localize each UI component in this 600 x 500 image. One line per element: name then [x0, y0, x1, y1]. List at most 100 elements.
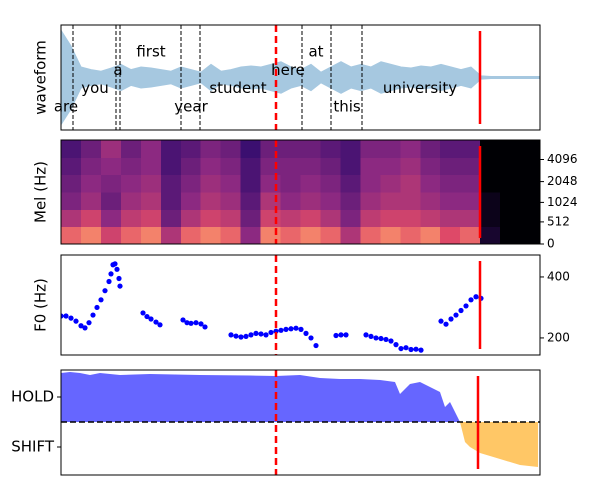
word-label: university — [383, 79, 457, 97]
heat-cell — [240, 140, 262, 158]
heat-cell — [300, 209, 321, 228]
f0-point — [153, 319, 159, 325]
heat-cell — [420, 157, 441, 176]
f0-point — [233, 333, 239, 339]
f0-point — [193, 320, 199, 326]
heat-cell — [200, 157, 222, 176]
f0-point — [363, 332, 369, 338]
heat-cell — [520, 157, 540, 176]
heat-cell — [500, 157, 521, 176]
heat-cell — [300, 140, 321, 158]
heat-cell — [300, 226, 321, 244]
heat-cell — [320, 192, 341, 210]
heat-cell — [420, 174, 441, 193]
heat-cell — [340, 174, 361, 193]
heat-cell — [120, 192, 142, 210]
f0-point — [288, 326, 294, 332]
f0-point — [293, 325, 299, 331]
y-axis-label: Mel (Hz) — [32, 161, 50, 223]
f0-point — [180, 317, 186, 323]
heat-cell — [200, 226, 222, 244]
f0-point — [243, 333, 249, 340]
word-label: here — [271, 61, 305, 79]
heat-cell — [200, 209, 222, 228]
heat-cell — [280, 209, 301, 228]
heat-cell — [360, 209, 381, 228]
f0-point — [148, 316, 154, 322]
word-label: a — [113, 61, 122, 79]
f0-point — [82, 325, 88, 331]
heat-cell — [140, 192, 162, 210]
heat-cell — [180, 140, 202, 158]
f0-point — [458, 307, 464, 314]
f0-point — [116, 275, 122, 282]
heat-cell — [400, 226, 421, 244]
word-label: student — [209, 79, 266, 97]
heat-cell — [280, 174, 301, 193]
heat-cell — [260, 192, 282, 210]
f0-point — [238, 334, 244, 340]
f0-point — [468, 297, 474, 303]
f0-point — [106, 278, 112, 285]
f0-point — [398, 345, 404, 352]
heat-cell — [220, 174, 242, 193]
heat-cell — [240, 174, 262, 193]
f0-point — [253, 330, 259, 336]
heat-cell — [100, 226, 122, 244]
heat-cell — [260, 226, 282, 244]
panel — [61, 370, 540, 475]
heat-cell — [280, 226, 301, 244]
heat-cell — [460, 192, 481, 210]
heat-cell — [340, 192, 361, 210]
heat-cell — [380, 226, 401, 244]
heat-cell — [100, 157, 122, 176]
y-tick-label: 1024 — [547, 195, 578, 209]
heat-cell — [520, 140, 540, 158]
heat-cell — [480, 209, 501, 228]
heat-cell — [460, 140, 481, 158]
heat-cell — [500, 192, 521, 210]
f0-point — [343, 332, 349, 338]
heat-cell — [160, 226, 182, 244]
f0-point — [408, 346, 414, 353]
heat-cell — [220, 140, 242, 158]
heat-cell — [480, 174, 501, 193]
f0-point — [86, 320, 92, 326]
heat-cell — [61, 157, 82, 176]
heat-cell — [220, 192, 242, 210]
f0-point — [298, 326, 304, 332]
f0-point — [102, 288, 108, 294]
heat-cell — [520, 226, 540, 244]
heat-cell — [120, 226, 142, 244]
heat-cell — [320, 140, 341, 158]
f0-point — [403, 345, 409, 351]
panel — [61, 25, 540, 130]
f0-point — [114, 266, 120, 272]
panel-frame — [60, 254, 541, 356]
f0-point — [378, 335, 384, 342]
heat-cell — [80, 157, 102, 176]
heat-cell — [460, 174, 481, 193]
y-tick-label: HOLD — [11, 388, 54, 406]
f0-point — [94, 304, 100, 311]
heat-cell — [61, 140, 82, 158]
y-tick-label: 2048 — [547, 174, 578, 188]
f0-point — [278, 327, 284, 333]
panel-frame — [60, 369, 541, 476]
heat-cell — [80, 226, 102, 244]
word-label: first — [136, 43, 165, 61]
f0-point — [68, 315, 74, 321]
heat-cell — [140, 140, 162, 158]
y-tick-label: SHIFT — [11, 438, 55, 456]
f0-point — [140, 310, 146, 316]
heat-cell — [140, 226, 162, 244]
f0-point — [78, 323, 84, 329]
f0-point — [368, 333, 374, 340]
f0-point — [98, 297, 104, 303]
heat-cell — [360, 226, 381, 244]
heat-cell — [380, 192, 401, 210]
f0-point — [388, 338, 394, 344]
heat-cell — [440, 140, 461, 158]
heat-cell — [420, 140, 441, 158]
heat-cell — [440, 174, 461, 193]
